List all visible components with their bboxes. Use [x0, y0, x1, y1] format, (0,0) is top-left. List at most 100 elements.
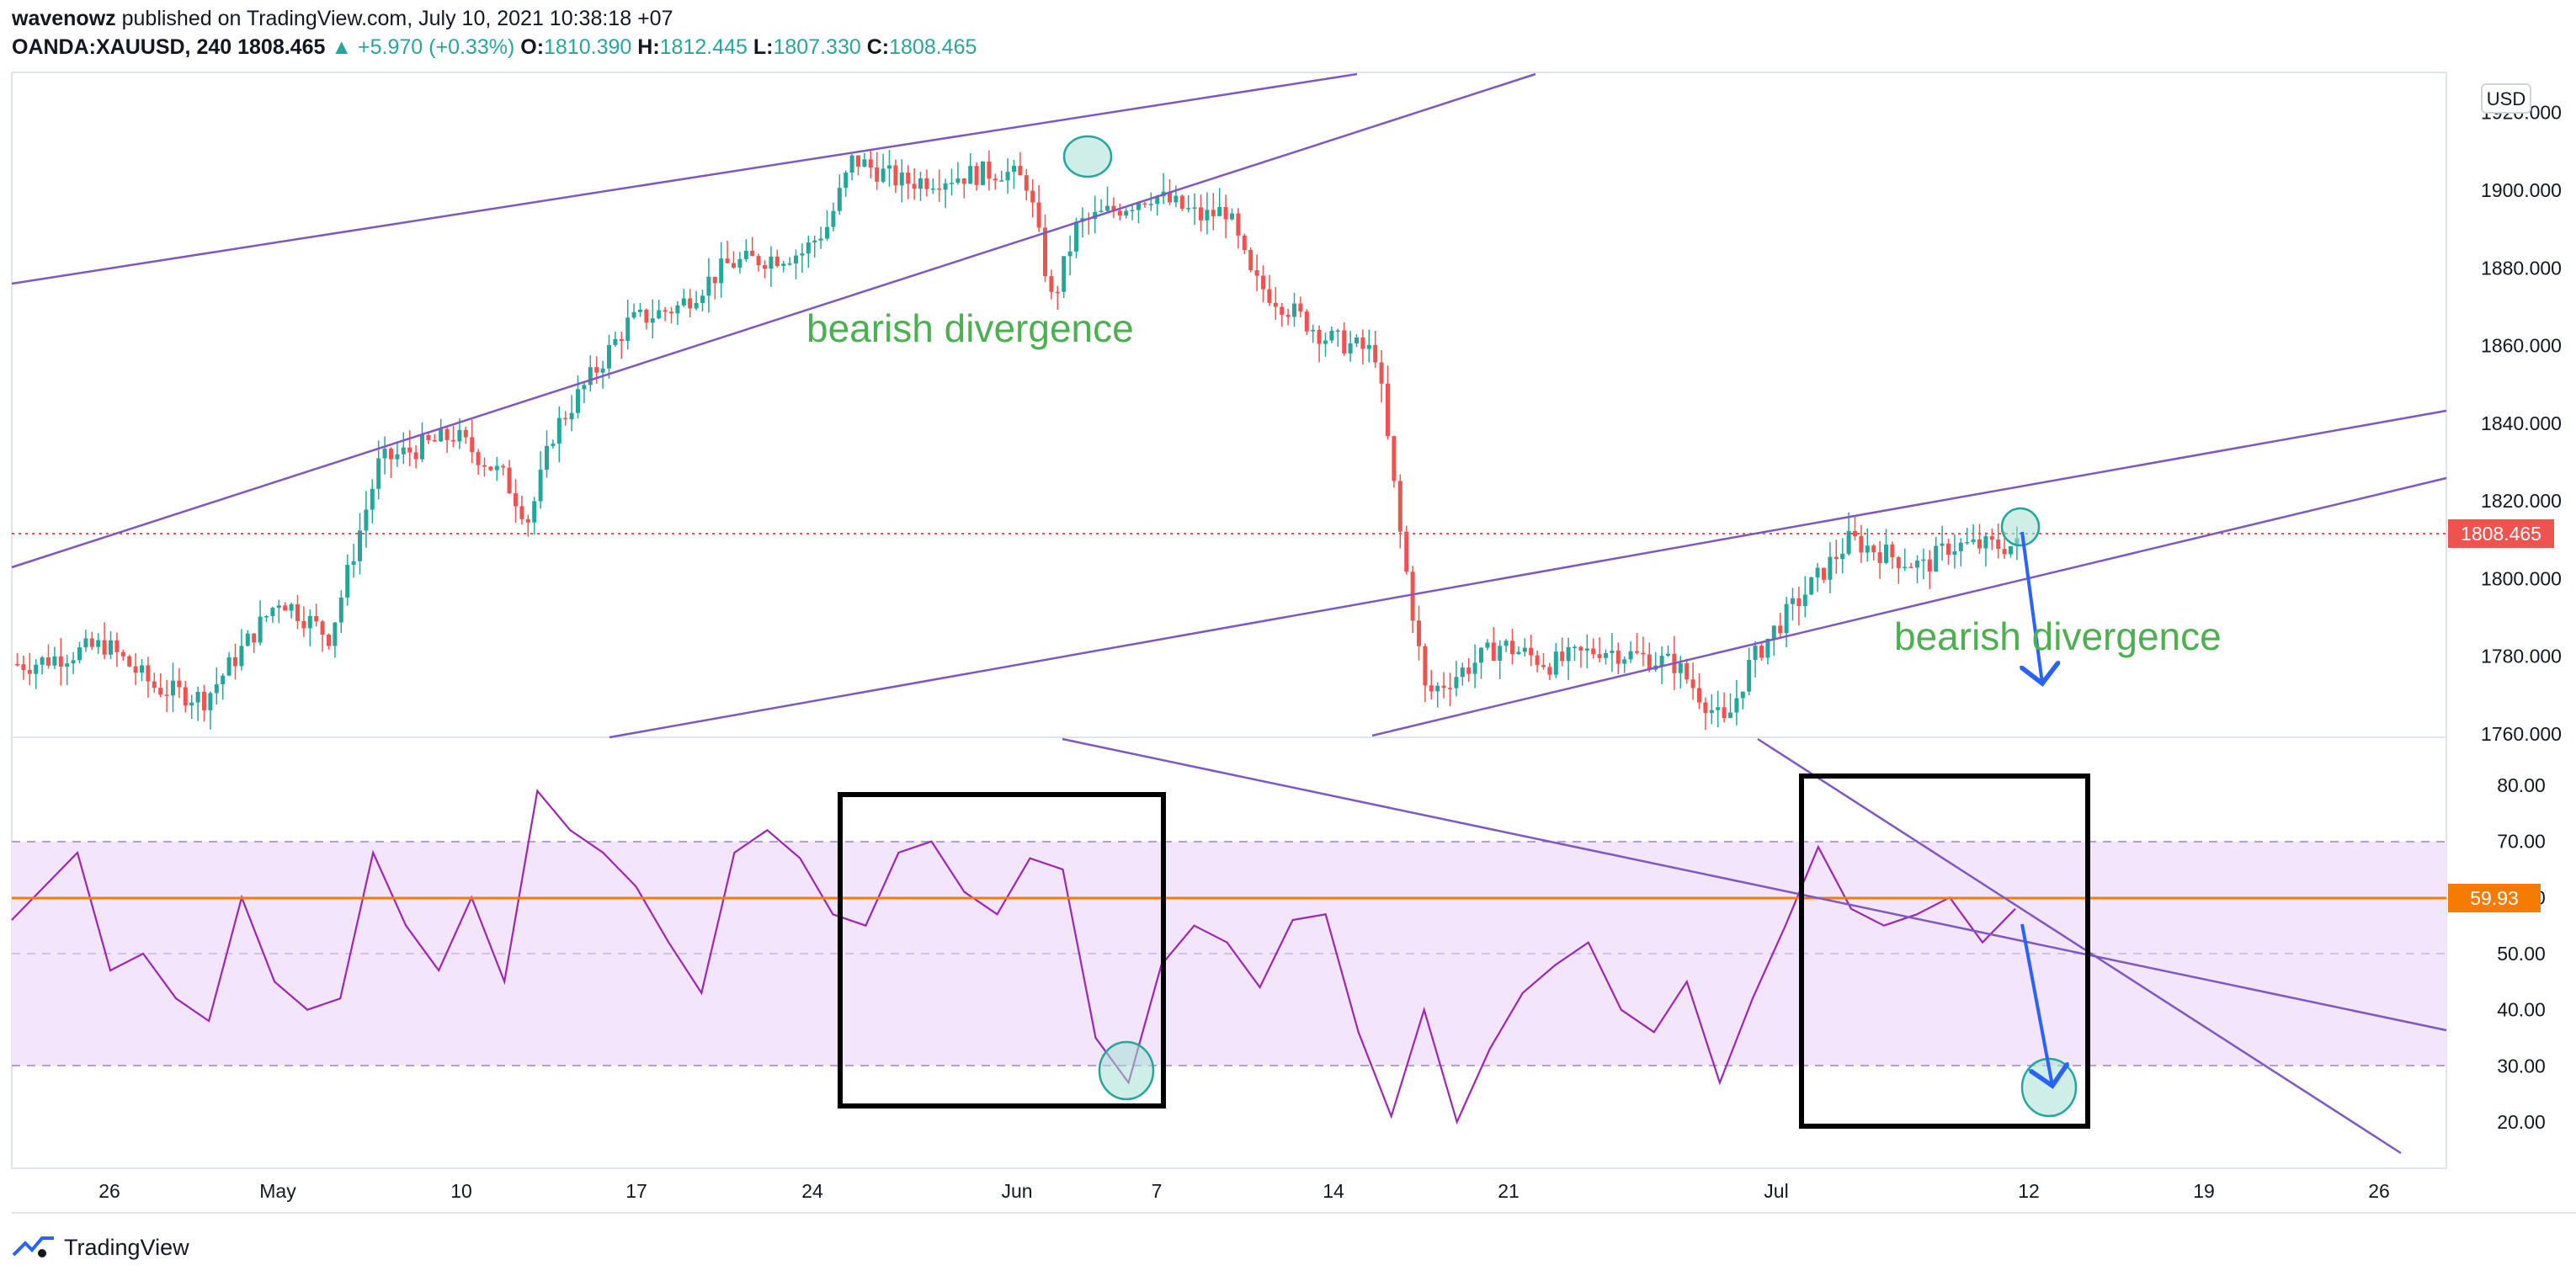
candle-body — [65, 663, 70, 667]
candle-body — [226, 657, 232, 676]
bearish-divergence-label-1[interactable]: bearish divergence — [806, 306, 1134, 350]
candle-body — [1130, 210, 1135, 211]
candle-body — [358, 530, 362, 561]
candle-body — [1510, 641, 1514, 655]
candle-body — [1853, 530, 1857, 537]
candle-body — [476, 452, 481, 465]
time-axis[interactable]: 26 May 10 17 24 Jun 7 14 21 Jul 12 19 26 — [98, 1180, 2390, 1202]
price-tick-label: 1840.000 — [2481, 412, 2562, 434]
candle-body — [376, 458, 381, 489]
time-tick-label: 21 — [1498, 1180, 1520, 1202]
candle-body — [669, 311, 673, 314]
candle-body — [862, 159, 867, 167]
rsi-value-label: 59.93 — [2470, 887, 2519, 909]
price-change: ▲ +5.970 (+0.33%) — [331, 35, 515, 59]
candle-body — [1124, 210, 1129, 216]
candle-body — [625, 317, 631, 342]
candle-body — [1242, 235, 1247, 250]
candle-body — [712, 276, 717, 284]
rsi-circle-1[interactable] — [1098, 1040, 1155, 1101]
candle-body — [856, 155, 860, 167]
candle-body — [114, 640, 120, 652]
rsi-tick-label: 20.00 — [2497, 1111, 2546, 1133]
candle-body — [700, 295, 705, 303]
candle-body — [1093, 211, 1098, 220]
candle-body — [681, 298, 686, 306]
candle-body — [127, 656, 132, 667]
candle-body — [1136, 203, 1141, 210]
candle-body — [1535, 655, 1540, 666]
time-tick-label: 10 — [450, 1180, 472, 1202]
peak-circle-2[interactable] — [2000, 507, 2041, 547]
candle-body — [1734, 698, 1739, 713]
candle-body — [849, 155, 854, 173]
candle-body — [1865, 545, 1870, 553]
author-name[interactable]: wavenowz — [12, 7, 116, 30]
candle-body — [631, 311, 636, 318]
candle-body — [1067, 251, 1072, 257]
candle-body — [1622, 659, 1627, 664]
price-down-arrow[interactable] — [2022, 531, 2042, 683]
candle-body — [470, 437, 475, 453]
rsi-highlight-box-2[interactable] — [1799, 774, 2090, 1129]
candle-body — [1846, 530, 1851, 554]
candle-body — [1186, 208, 1191, 210]
rsi-tick-label: 40.00 — [2497, 999, 2546, 1021]
symbol-name[interactable]: OANDA:XAUUSD, 240 — [12, 35, 232, 59]
rsi-value-tag — [2448, 884, 2541, 912]
candle-body — [34, 664, 39, 674]
candle-body — [1491, 642, 1496, 661]
candle-body — [1174, 195, 1179, 203]
candle-body — [1547, 667, 1552, 675]
candle-body — [133, 666, 138, 673]
rsi-plot — [11, 789, 2016, 1125]
candle-body — [1261, 275, 1265, 290]
candle-body — [1435, 685, 1440, 692]
candle-body — [644, 309, 649, 323]
branding[interactable]: TradingView — [12, 1231, 189, 1264]
publish-details: published on TradingView.com, July 10, 2… — [115, 7, 673, 30]
candle-body — [619, 338, 624, 342]
candle-body — [1254, 270, 1259, 276]
price-axis[interactable]: 1760.000 1780.000 1800.000 1820.000 1840.000… — [2481, 102, 2562, 745]
candle-body — [1498, 646, 1503, 661]
candle-body — [519, 506, 524, 519]
candle-body — [831, 210, 836, 227]
rsi-highlight-box-1[interactable] — [838, 792, 1166, 1109]
channel-lower-line-1 — [11, 72, 1536, 569]
candle-body — [1522, 647, 1527, 652]
bearish-divergence-label-2[interactable]: bearish divergence — [1894, 614, 2222, 658]
candle-body — [756, 256, 761, 266]
candle-body — [1018, 165, 1023, 176]
rsi-trendline-1 — [1062, 737, 2447, 1032]
candle-body — [1566, 646, 1571, 662]
candle-body — [1024, 175, 1029, 191]
candle-body — [1908, 566, 1913, 568]
candle-body — [974, 166, 979, 185]
candle-body — [1230, 213, 1234, 220]
candle-body — [1448, 688, 1452, 689]
candle-body — [582, 385, 587, 390]
candle-body — [1573, 646, 1577, 649]
peak-circle-1[interactable] — [1062, 135, 1113, 178]
candle-body — [109, 640, 113, 655]
candle-body — [1155, 196, 1160, 205]
candle-body — [769, 256, 774, 269]
candle-body — [800, 253, 805, 256]
candle-body — [576, 389, 580, 413]
currency-badge[interactable] — [2481, 83, 2531, 114]
candle-body — [1584, 648, 1589, 651]
candle-body — [289, 603, 294, 611]
candle-body — [1217, 206, 1222, 216]
candle-body — [1043, 227, 1047, 277]
candle-body — [1709, 710, 1714, 714]
candle-body — [420, 434, 424, 460]
candle-body — [1753, 646, 1758, 660]
candle-body — [918, 178, 923, 189]
candle-body — [1560, 651, 1565, 662]
candle-body — [1366, 344, 1371, 349]
candle-body — [1404, 531, 1409, 572]
rsi-down-arrow[interactable] — [2020, 923, 2052, 1086]
